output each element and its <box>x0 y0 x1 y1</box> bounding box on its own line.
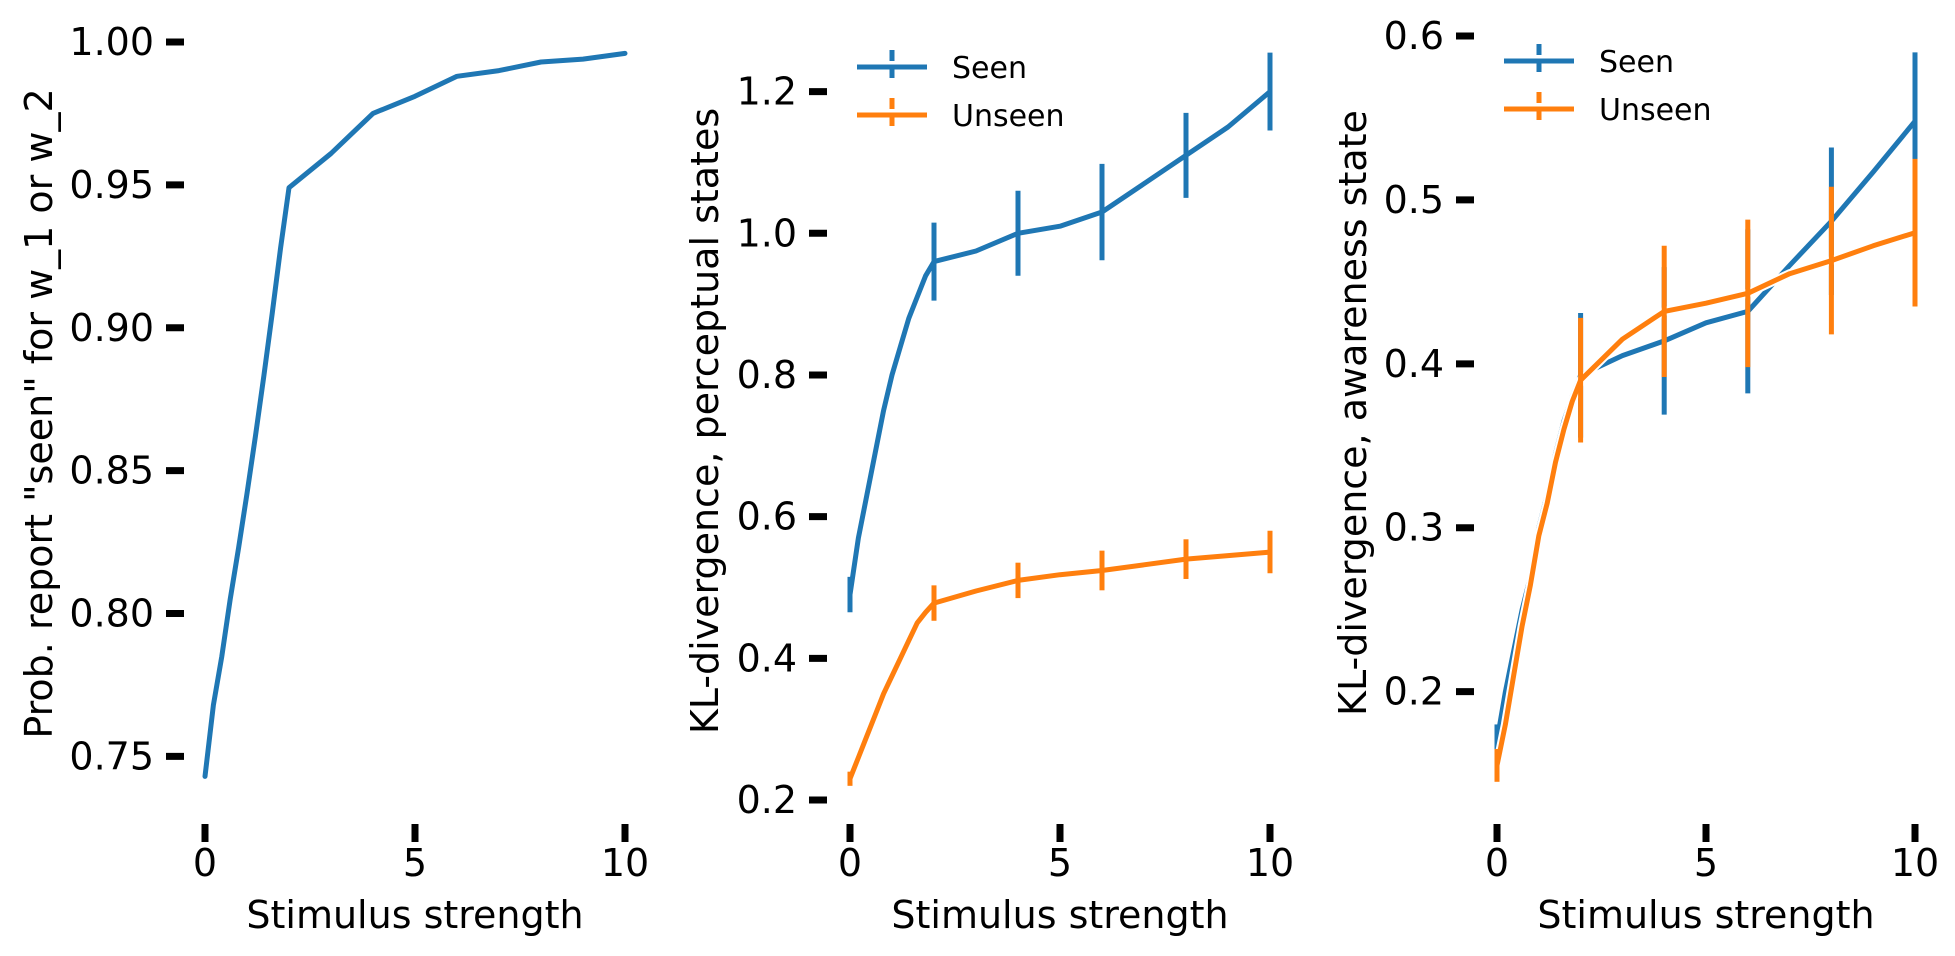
legend-label-seen: Seen <box>1599 45 1674 80</box>
series-line-unseen <box>1494 230 1918 768</box>
x-axis-label: Stimulus strength <box>891 893 1228 937</box>
series-line-halo <box>1492 228 1920 770</box>
x-axis-label: Stimulus strength <box>246 893 583 937</box>
x-tick-label: 0 <box>1485 841 1509 885</box>
x-tick-label: 0 <box>838 841 862 885</box>
y-tick-label: 0.95 <box>69 163 154 207</box>
chart-panel-1: 0.75 0.80 0.85 0.90 0.95 1.00 0 5 10 Stimulus str… <box>17 20 649 937</box>
y-axis-label: Prob. report "seen" for w_1 or w_2 <box>17 88 61 738</box>
series-line-seen <box>847 89 1273 598</box>
y-tick-label: 0.90 <box>69 306 154 350</box>
series-line-1 <box>202 50 628 779</box>
x-tick-label: 0 <box>193 841 217 885</box>
legend-label-seen: Seen <box>952 51 1027 86</box>
y-tick-label: 1.00 <box>69 20 154 64</box>
y-tick-label: 0.2 <box>737 778 797 822</box>
y-tick-label: 0.5 <box>1384 178 1444 222</box>
y-axis-label: KL-divergence, perceptual states <box>683 108 727 734</box>
y-tick-label: 0.6 <box>1384 14 1444 58</box>
series-line-halo <box>845 547 1275 784</box>
y-tick-label: 0.85 <box>69 449 154 493</box>
y-tick-label: 0.6 <box>737 495 797 539</box>
x-tick-label: 5 <box>1048 841 1072 885</box>
y-tick-label: 0.2 <box>1384 670 1444 714</box>
x-tick-label: 10 <box>601 841 649 885</box>
x-tick-label: 5 <box>1694 841 1718 885</box>
x-tick-label: 5 <box>403 841 427 885</box>
y-tick-label: 1.2 <box>737 70 797 114</box>
y-tick-label: 0.8 <box>737 353 797 397</box>
y-tick-label: 0.80 <box>69 592 154 636</box>
legend-label-unseen: Unseen <box>1599 93 1712 128</box>
legend-label-unseen: Unseen <box>952 99 1065 134</box>
y-axis-label: KL-divergence, awareness state <box>1331 110 1375 716</box>
series-line-halo <box>200 48 630 781</box>
y-tick-label: 0.4 <box>737 636 797 680</box>
y-tick-label: 0.4 <box>1384 342 1444 386</box>
chart-panel-3: 0.2 0.3 0.4 0.5 0.6 0 5 10 Stimulus strength KL-d… <box>1331 14 1939 937</box>
y-tick-label: 0.3 <box>1384 506 1444 550</box>
y-tick-label: 0.75 <box>69 734 154 778</box>
x-axis-label: Stimulus strength <box>1537 893 1874 937</box>
chart-panel-2: 0.2 0.4 0.6 0.8 1.0 1.2 0 5 10 Stimulus strength K… <box>683 50 1294 937</box>
x-tick-label: 10 <box>1246 841 1294 885</box>
x-tick-label: 10 <box>1891 841 1939 885</box>
y-tick-label: 1.0 <box>737 211 797 255</box>
series-line-halo <box>845 87 1275 600</box>
series-line-unseen <box>847 549 1273 782</box>
